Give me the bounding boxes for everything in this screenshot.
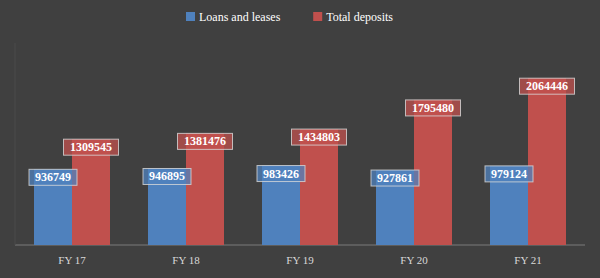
data-label: 979124 [491,167,527,181]
bar [528,78,566,245]
chart-container: 936749 1309545 946895 1381476 983426 1434803 9… [0,0,600,278]
data-label: 983426 [263,167,299,181]
data-label-box [257,166,305,182]
data-label: 946895 [149,169,185,183]
background [0,0,600,278]
data-label-box [485,166,533,182]
bar [262,166,300,245]
data-label-box [406,100,461,116]
y-range-line [15,43,16,245]
bar [414,100,452,245]
data-label-box [64,139,119,155]
data-label: 2064446 [526,79,568,93]
data-label-box [520,78,575,94]
data-label-box [292,129,347,145]
data-label-box [371,170,419,186]
bar [300,129,338,245]
x-tick-label: FY 17 [58,254,86,266]
data-label: 1434803 [298,130,340,144]
x-tick-label: FY 19 [286,254,314,266]
legend-swatch [186,12,195,21]
legend: Loans and leases Total deposits [186,10,393,24]
bar [34,169,72,245]
x-tick-label: FY 21 [514,254,541,266]
data-label: 927861 [377,171,413,185]
legend-label: Loans and leases [199,10,281,24]
bar [186,133,224,245]
legend-label: Total deposits [326,10,393,24]
data-label-box [178,133,233,149]
data-labels: 936749 1309545 946895 1381476 983426 1434803 9… [29,78,575,186]
data-label: 1795480 [412,101,454,115]
bars [34,78,566,245]
legend-swatch [313,12,322,21]
x-tick-label: FY 20 [400,254,428,266]
data-label: 936749 [35,170,71,184]
data-label: 1381476 [184,134,226,148]
data-label-box [143,168,191,184]
chart-svg: 936749 1309545 946895 1381476 983426 1434803 9… [0,0,600,278]
data-label-box [29,169,77,185]
bar [490,166,528,245]
bar [376,170,414,245]
data-label: 1309545 [70,140,112,154]
x-tick-label: FY 18 [172,254,200,266]
bar [148,168,186,245]
